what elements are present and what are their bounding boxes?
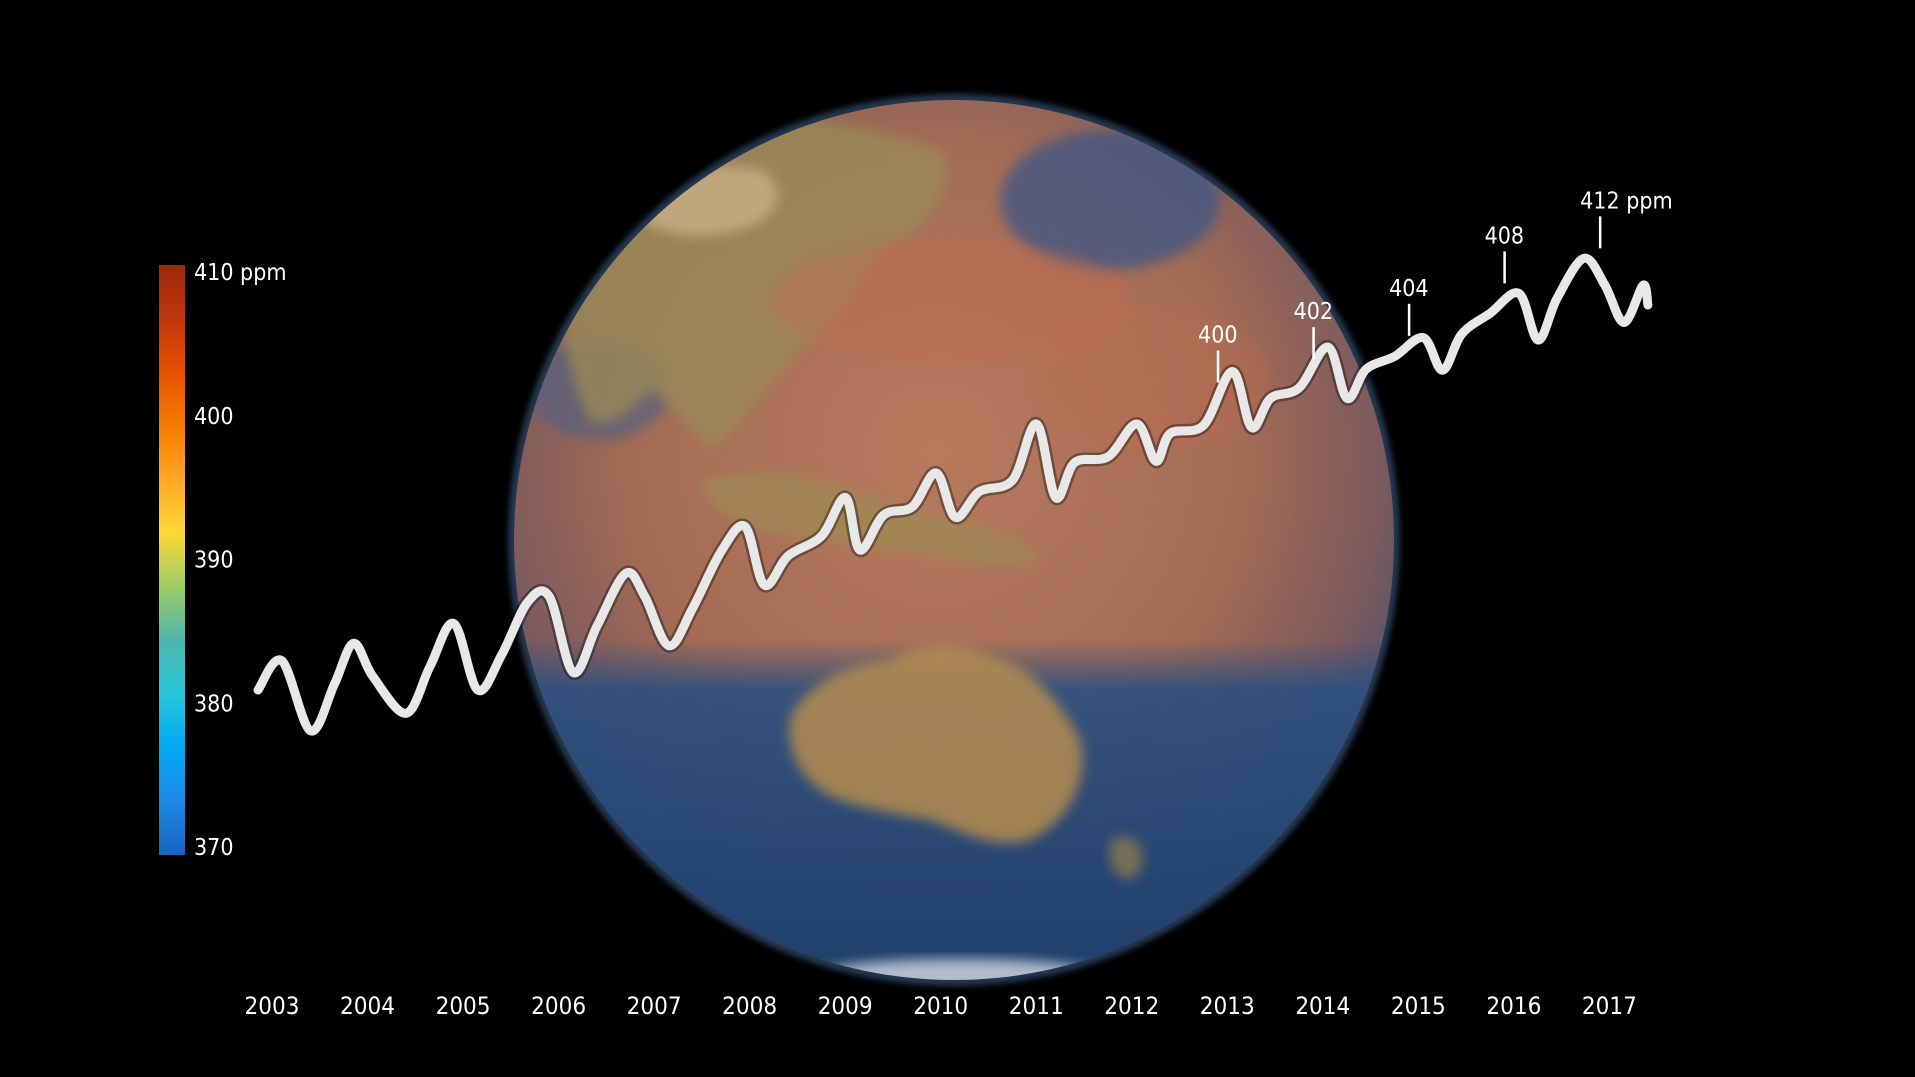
peak-label: 400 [1198,323,1238,349]
colorbar-labels: 410 ppm 400 390 380 370 [194,260,287,861]
x-tick-label: 2014 [1295,992,1350,1020]
colorbar-label: 400 [194,404,234,430]
x-axis-ticks: 2003 2004 2005 2006 2007 2008 2009 2010 2011 2012… [245,992,1637,1020]
chart-subtitle: Global Monthly Average [244,906,491,932]
colorbar-label: 410 ppm [194,260,287,286]
peak-label: 404 [1389,276,1429,302]
x-tick-label: 2012 [1104,992,1159,1020]
colorbar-gradient [159,265,185,855]
peak-annotations: 400 402 404 408 412 ppm [1198,188,1673,383]
co2-line [253,253,1653,736]
x-tick-label: 2008 [722,992,777,1020]
peak-label: 402 [1294,299,1334,325]
x-tick-label: 2010 [913,992,968,1020]
x-tick-label: 2006 [531,992,586,1020]
colorbar: 410 ppm 400 390 380 370 [159,260,287,861]
x-tick-label: 2015 [1391,992,1446,1020]
colorbar-label: 370 [194,835,234,861]
colorbar-label: 390 [194,548,234,574]
x-tick-label: 2007 [627,992,682,1020]
x-tick-label: 2004 [340,992,395,1020]
x-tick-label: 2011 [1009,992,1064,1020]
peak-label: 408 [1485,223,1525,249]
chart-title: Atmospheric Carbon Dioxide [158,152,530,186]
colorbar-label: 380 [194,691,234,717]
x-tick-label: 2005 [436,992,491,1020]
peak-label: 412 ppm [1580,188,1673,214]
x-tick-label: 2017 [1582,992,1637,1020]
co2-series [251,251,1655,738]
x-tick-label: 2016 [1486,992,1541,1020]
x-tick-label: 2003 [245,992,300,1020]
x-tick-label: 2013 [1200,992,1255,1020]
x-tick-label: 2009 [818,992,873,1020]
